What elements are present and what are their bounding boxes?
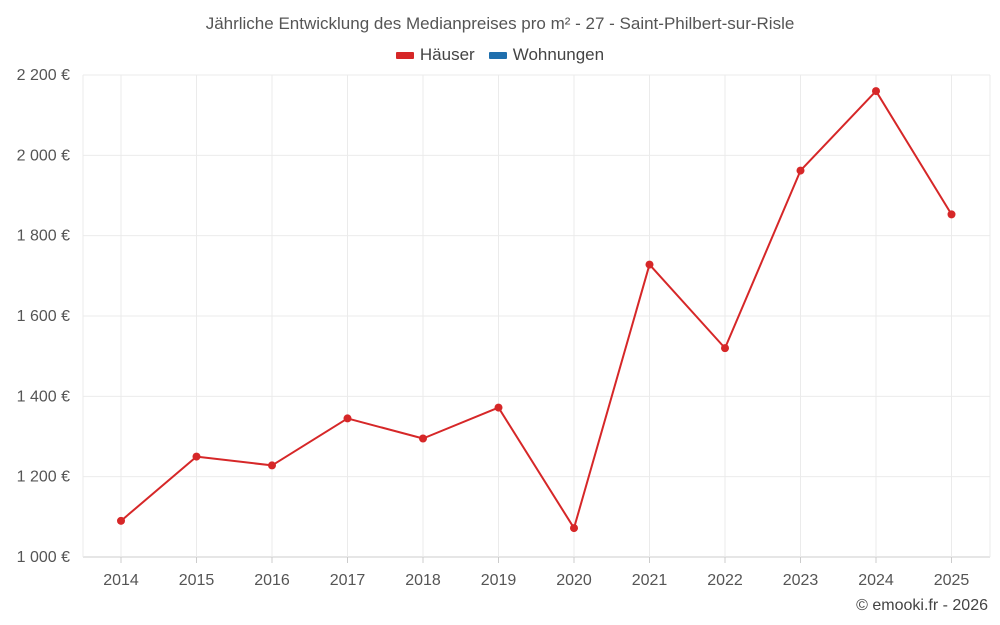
- data-point: [645, 260, 654, 269]
- data-point: [721, 344, 729, 353]
- x-tick-label: 2024: [858, 572, 894, 589]
- data-point: [947, 210, 956, 219]
- data-point: [796, 166, 805, 175]
- data-point: [192, 452, 201, 461]
- data-point: [117, 516, 125, 525]
- x-axis: 2014 2015 2016 2017 2018 2019 2020 2021 2022 2023…: [103, 557, 969, 589]
- y-tick-label: 1 000 €: [17, 549, 70, 566]
- y-tick-label: 1 200 €: [17, 469, 70, 486]
- x-tick-label: 2014: [103, 572, 139, 589]
- x-tick-label: 2016: [254, 572, 290, 589]
- y-tick-label: 1 800 €: [17, 228, 70, 245]
- chart-title: Jährliche Entwicklung des Medianpreises …: [205, 14, 795, 33]
- y-tick-label: 2 200 €: [17, 67, 70, 84]
- series-line-0: [120, 90, 953, 530]
- x-tick-label: 2017: [330, 572, 366, 589]
- legend-item-houses[interactable]: Häuser: [395, 45, 475, 65]
- x-tick-label: 2018: [405, 572, 441, 589]
- data-point: [268, 461, 276, 470]
- legend-label-houses: Häuser: [419, 45, 475, 64]
- legend: Häuser Wohnungen: [0, 45, 1000, 65]
- y-axis: 1 000 € 1 200 € 1 400 € 1 600 € 1 800 € 2 000…: [17, 67, 70, 566]
- x-tick-label: 2020: [556, 572, 592, 589]
- y-tick-label: 2 000 €: [17, 147, 70, 164]
- grid: [82, 74, 991, 558]
- data-point: [343, 414, 352, 423]
- data-point: [494, 403, 503, 412]
- y-tick-label: 1 400 €: [17, 388, 70, 405]
- data-point: [872, 87, 880, 96]
- x-tick-label: 2022: [707, 572, 743, 589]
- legend-swatch-apartments: [488, 51, 507, 59]
- data-point: [419, 434, 427, 443]
- legend-item-apartments[interactable]: Wohnungen: [488, 45, 605, 65]
- x-tick-label: 2019: [481, 572, 517, 589]
- legend-label-apartments: Wohnungen: [512, 45, 605, 64]
- y-tick-label: 1 600 €: [17, 308, 70, 325]
- x-tick-label: 2025: [934, 572, 970, 589]
- x-tick-label: 2023: [783, 572, 819, 589]
- data-point: [570, 524, 578, 533]
- x-tick-label: 2015: [179, 572, 215, 589]
- x-tick-label: 2021: [632, 572, 668, 589]
- credit-text: © emooki.fr - 2026: [856, 597, 988, 614]
- series-layer: [117, 87, 956, 533]
- legend-swatch-houses: [395, 51, 414, 59]
